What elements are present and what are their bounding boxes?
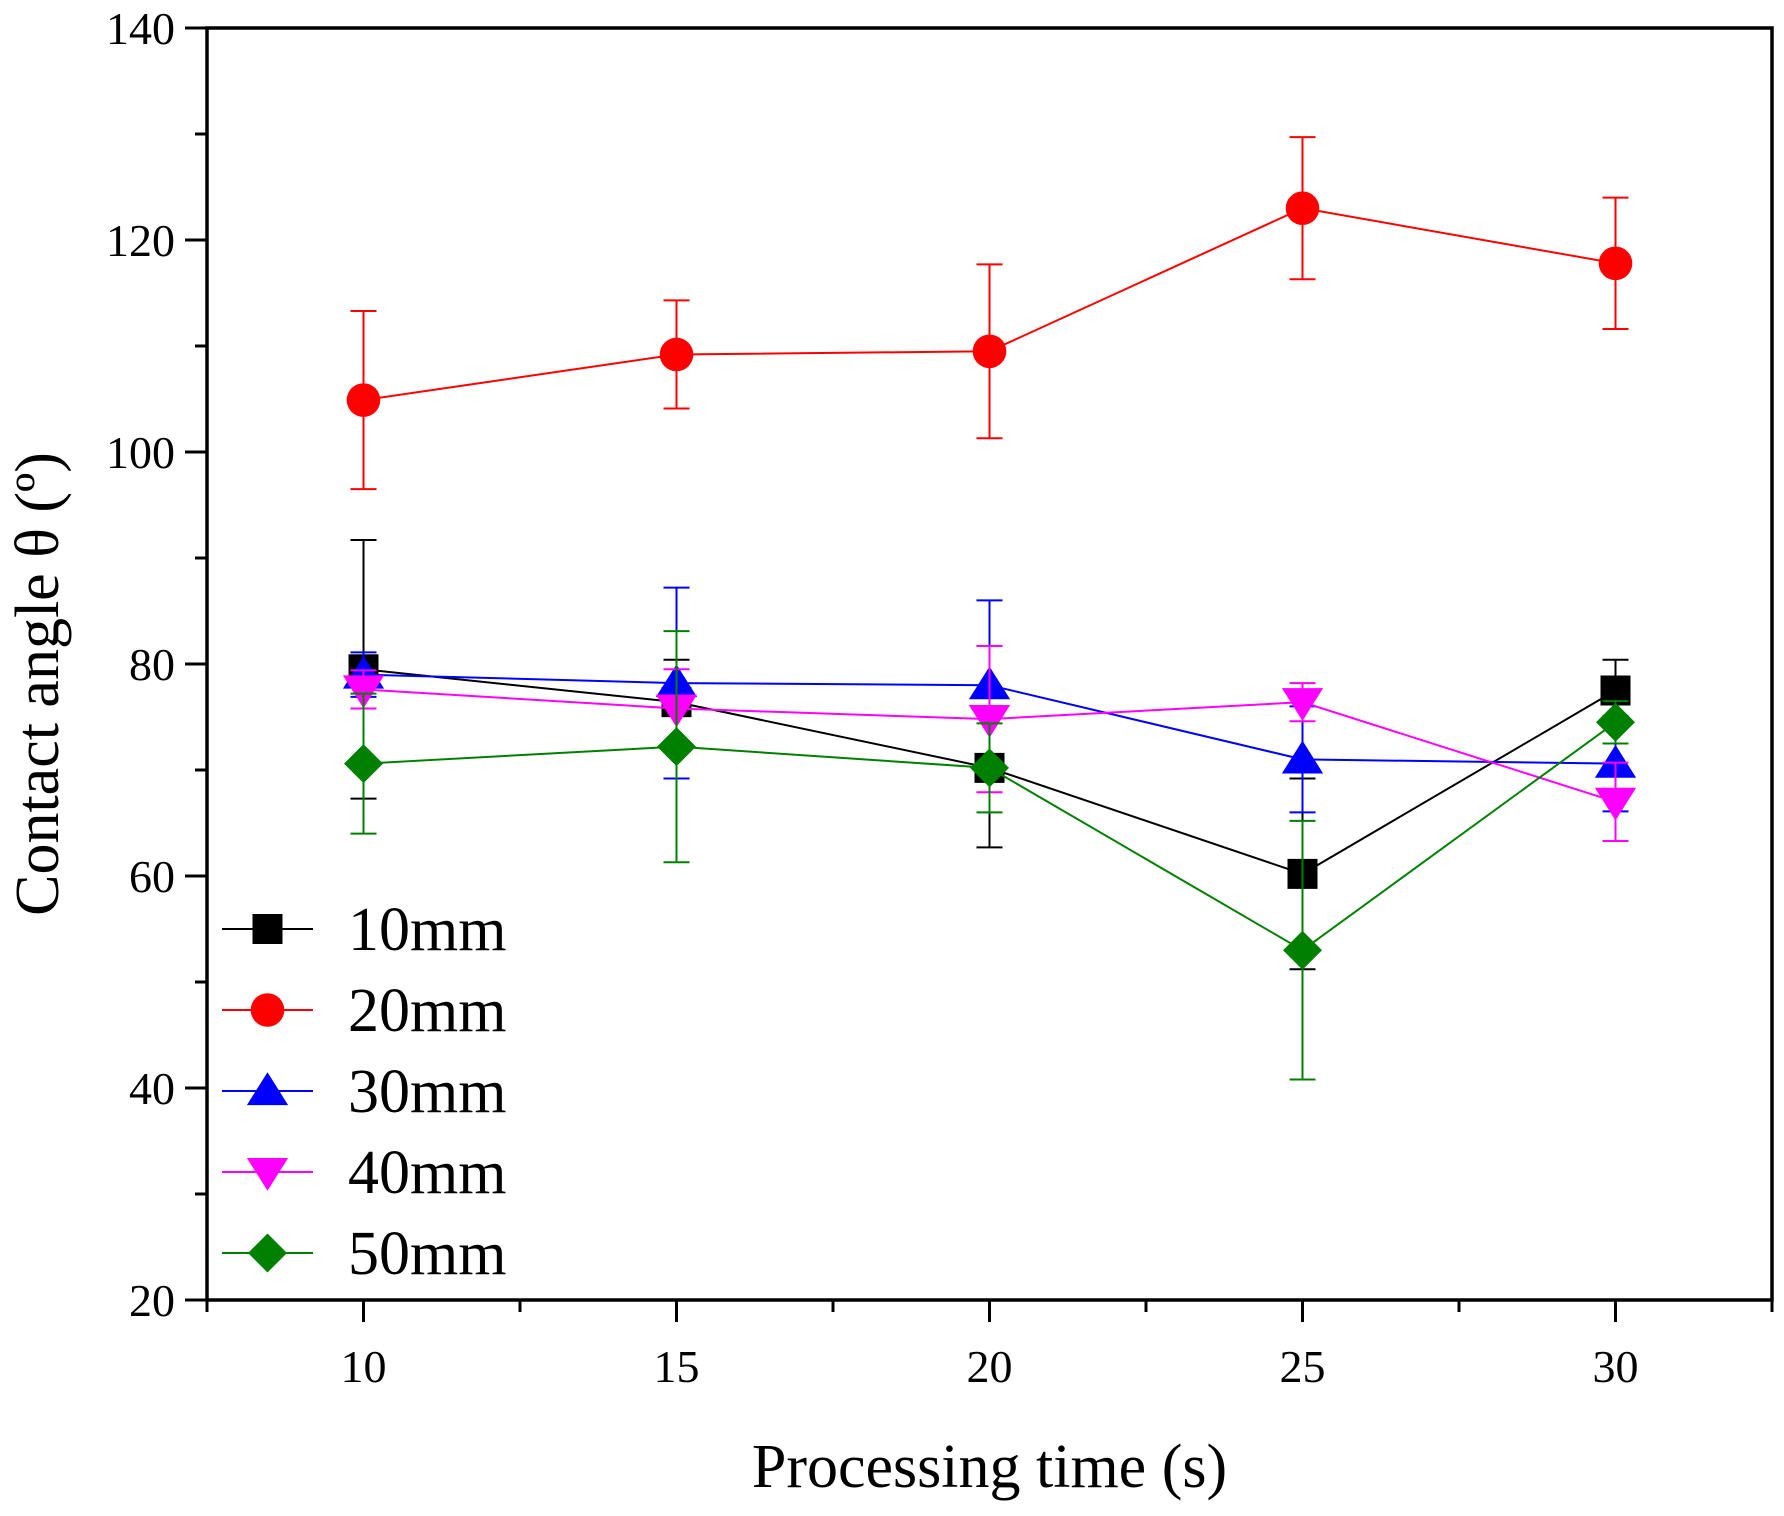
legend-marker	[250, 993, 285, 1027]
x-tick-label: 20	[967, 1341, 1013, 1392]
series-40mm	[342, 644, 1637, 843]
data-point	[657, 727, 696, 767]
legend: 10mm 20mm 30mm 40mm 50mm	[222, 896, 506, 1288]
legend-item-50mm: 50mm	[222, 1220, 506, 1288]
y-tick-label: 120	[106, 215, 175, 266]
legend-label: 40mm	[348, 1139, 506, 1207]
data-point	[970, 748, 1009, 788]
data-point	[344, 744, 383, 784]
x-tick-label: 15	[654, 1341, 700, 1392]
legend-label: 30mm	[348, 1058, 506, 1126]
axes: 20 40 60 80 100 120 140 10 15 20 25 30 Processing ti…	[4, 3, 1774, 1501]
data-point	[972, 334, 1007, 369]
y-tick-label: 60	[129, 851, 175, 902]
legend-label: 20mm	[348, 977, 506, 1045]
data-point	[1598, 246, 1633, 281]
y-axis-title: Contact angle θ (º)	[4, 452, 72, 916]
x-tick-label: 30	[1593, 1341, 1639, 1392]
y-tick-label: 140	[106, 3, 175, 54]
series-20mm	[346, 136, 1633, 491]
data-point	[1285, 191, 1320, 225]
series-50mm	[344, 630, 1635, 1081]
y-tick-label: 20	[129, 1275, 175, 1326]
x-tick-label: 25	[1280, 1341, 1326, 1392]
y-tick-label: 80	[129, 639, 175, 690]
legend-label: 50mm	[348, 1220, 506, 1288]
data-point	[1596, 702, 1635, 742]
legend-item-30mm: 30mm	[222, 1058, 506, 1126]
data-point	[346, 383, 381, 417]
legend-label: 10mm	[348, 896, 506, 964]
data-point	[342, 675, 385, 709]
series-layer	[342, 136, 1637, 1081]
x-axis-title: Processing time (s)	[752, 1433, 1227, 1501]
data-point	[659, 337, 694, 372]
y-tick-label: 100	[106, 427, 175, 478]
legend-marker	[246, 1157, 289, 1191]
data-point	[1594, 744, 1637, 778]
y-tick-label: 40	[129, 1063, 175, 1114]
data-point	[1281, 688, 1324, 721]
data-point	[968, 705, 1011, 738]
legend-item-20mm: 20mm	[222, 977, 506, 1045]
data-point	[1283, 930, 1322, 970]
x-tick-label: 10	[341, 1341, 387, 1392]
legend-item-10mm: 10mm	[222, 896, 506, 964]
legend-item-40mm: 40mm	[222, 1139, 506, 1207]
data-point	[1281, 740, 1324, 774]
data-point	[1594, 787, 1637, 821]
legend-marker	[246, 1072, 289, 1106]
legend-marker	[252, 914, 283, 944]
legend-marker	[248, 1233, 287, 1273]
